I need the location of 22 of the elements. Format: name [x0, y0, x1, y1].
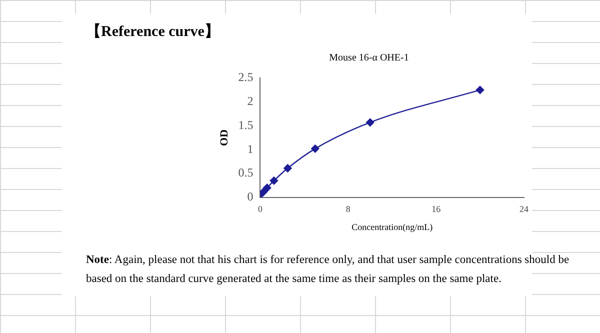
point — [311, 144, 320, 153]
x-axis-title: Concentration(ng/mL) — [352, 222, 433, 232]
point — [270, 176, 278, 185]
x-tick-label: 8 — [346, 204, 351, 214]
point — [262, 184, 272, 192]
y-tick-label: 2 — [247, 94, 254, 108]
y-axis-title: OD — [218, 129, 230, 146]
text: Note: Again, please not that his chart is for reference only, and that user sample concentrations should be based on the standard curve generated at the same time as their samples on the same plate. — [86, 253, 570, 287]
y-tick-label: 2.5 — [238, 70, 254, 84]
y-tick-label: 0 — [247, 190, 254, 204]
point — [476, 86, 484, 94]
x-tick-label: 0 — [258, 204, 263, 214]
chart-subtitle: Mouse 16-α OHE-1 — [329, 52, 409, 64]
x-tick-label: 24 — [520, 204, 529, 214]
chart-title: 【Reference curve】 — [86, 22, 220, 41]
y-tick-label: 1 — [247, 142, 254, 156]
point — [260, 188, 268, 196]
x-tick-label: 16 — [432, 204, 442, 214]
point — [284, 164, 292, 172]
point — [366, 118, 374, 127]
y-tick-label: 0.5 — [238, 166, 254, 180]
y-tick-label: 1.5 — [238, 118, 254, 132]
